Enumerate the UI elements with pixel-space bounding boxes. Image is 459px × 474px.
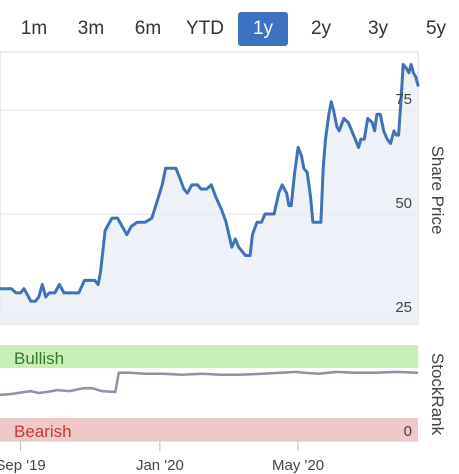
share-price-axis-title: Share Price (428, 146, 447, 235)
bullish-label: Bullish (14, 349, 64, 368)
x-tick-label: Jan '20 (136, 457, 184, 474)
range-button-3y[interactable]: 3y (367, 18, 389, 39)
price-y-tick-label: 75 (395, 91, 412, 108)
range-button-ytd[interactable]: YTD (186, 18, 224, 39)
price-y-tick-label: 25 (395, 299, 412, 316)
bearish-label: Bearish (14, 422, 72, 441)
range-selector: 1m 3m 6m YTD 1y 2y 3y 5y (0, 0, 459, 52)
range-button-1m[interactable]: 1m (20, 18, 48, 39)
range-button-5y[interactable]: 5y (425, 18, 447, 39)
range-button-6m[interactable]: 6m (134, 18, 162, 39)
price-y-ticks: 25 50 75 (395, 91, 412, 316)
price-area-fill (0, 64, 418, 324)
price-y-tick-label: 50 (395, 195, 412, 212)
range-button-2y[interactable]: 2y (310, 18, 332, 39)
price-line (0, 63, 420, 303)
bearish-zone (0, 418, 418, 441)
x-axis: Sep '19 Jan '20 May '20 (0, 441, 324, 474)
x-tick-label: May '20 (272, 457, 324, 474)
stockrank-line (0, 370, 419, 397)
range-button-1y[interactable]: 1y (238, 12, 288, 46)
range-button-3m[interactable]: 3m (77, 18, 105, 39)
bullish-zone (0, 345, 418, 368)
x-tick-label: Sep '19 (0, 457, 46, 474)
stockrank-axis-title: StockRank (428, 353, 447, 436)
stockrank-y-tick: 0 (404, 423, 412, 440)
